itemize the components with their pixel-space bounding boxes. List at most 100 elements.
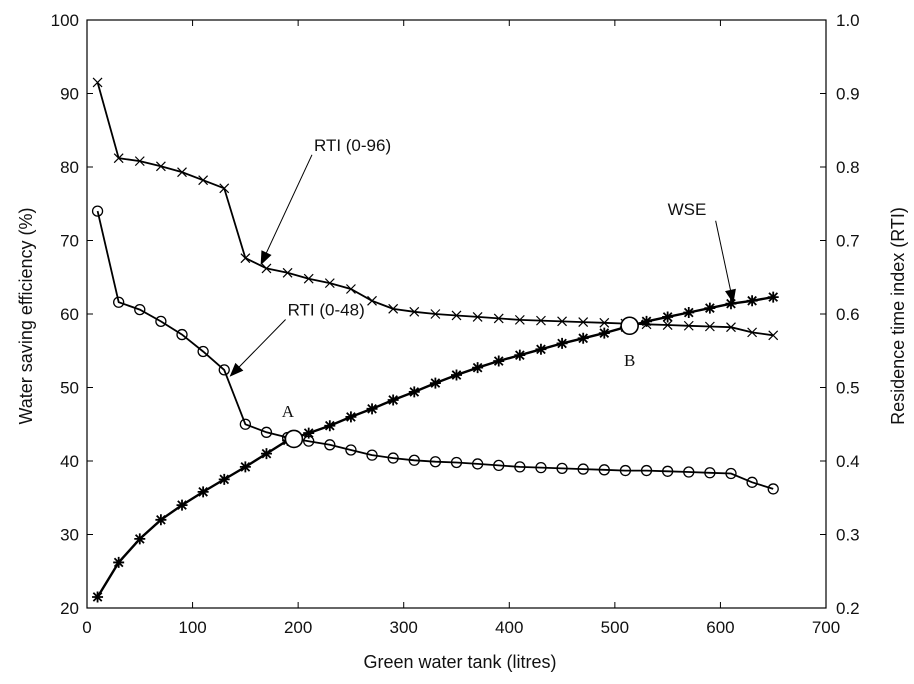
circle-marker (239, 418, 252, 430)
star-marker (704, 302, 716, 314)
star-marker (725, 298, 737, 310)
right-y-axis-label: Residence time index (RTI) (888, 207, 908, 425)
circle-marker (408, 454, 420, 466)
circle-marker (155, 315, 167, 328)
x-tick-label: 700 (812, 618, 840, 637)
x-tick-label: 300 (390, 618, 418, 637)
x-marker (303, 273, 314, 284)
right-y-tick-label: 0.5 (836, 379, 860, 398)
circle-marker (704, 467, 716, 479)
x-marker (155, 161, 166, 172)
intersection-point-b (620, 316, 639, 336)
star-marker (451, 369, 462, 381)
x-marker (134, 156, 145, 167)
star-marker (155, 514, 167, 526)
x-marker (493, 313, 504, 324)
plot-area: RTI (0-96) RTI (0-48) WSE A B (86, 19, 827, 609)
annotation-layer: RTI (0-96) RTI (0-48) WSE A B (229, 136, 736, 449)
x-marker (282, 267, 293, 278)
left-y-tick-label: 30 (60, 526, 79, 545)
series-wse (92, 291, 779, 603)
star-marker (387, 394, 399, 406)
star-marker (767, 291, 779, 303)
left-y-tick-label: 50 (60, 379, 79, 398)
x-marker (367, 295, 377, 306)
arrow-head (260, 250, 272, 266)
circle-marker (514, 461, 526, 473)
x-tick-label: 500 (601, 618, 629, 637)
left-y-tick-label: 80 (60, 158, 79, 177)
star-marker (366, 403, 378, 415)
star-marker (408, 386, 420, 398)
circle-marker (134, 303, 146, 316)
left-y-tick-label: 70 (60, 232, 79, 251)
star-marker (113, 556, 125, 568)
circle-marker (91, 205, 104, 217)
annotation-label: RTI (0-48) (288, 300, 365, 319)
x-tick-label: 100 (178, 618, 206, 637)
right-y-tick-label: 0.3 (836, 526, 860, 545)
left-y-tick-label: 40 (60, 452, 79, 471)
x-marker (704, 321, 715, 332)
circle-marker (218, 364, 230, 376)
right-y-tick-label: 0.9 (836, 85, 860, 104)
point-label: B (624, 351, 635, 370)
circle-marker (429, 456, 442, 468)
circle-marker (577, 463, 589, 475)
circle-marker (767, 483, 779, 495)
right-y-tick-label: 0.7 (836, 232, 860, 251)
x-marker (451, 310, 462, 321)
star-marker (303, 427, 315, 439)
x-marker (388, 303, 399, 314)
x-marker (219, 183, 230, 194)
star-marker (556, 337, 568, 349)
circle-marker (260, 426, 273, 438)
x-marker (747, 327, 758, 338)
x-marker (768, 330, 779, 341)
right-y-tick-label: 0.8 (836, 158, 860, 177)
x-marker (683, 320, 694, 331)
arrow-head (229, 362, 244, 377)
circle-marker (324, 439, 336, 451)
circle-marker (661, 465, 674, 477)
x-marker (472, 312, 483, 322)
right-y-tick-label: 1.0 (836, 11, 860, 30)
left-y-tick-label: 100 (51, 11, 79, 30)
star-marker (197, 486, 209, 498)
x-tick-label: 600 (706, 618, 734, 637)
x-axis-ticks: 0 100 200 300 400 500 600 700 (82, 20, 840, 637)
annotation-label: RTI (0-96) (314, 136, 391, 155)
left-y-tick-label: 90 (60, 85, 79, 104)
annotation-arrow (260, 154, 313, 265)
x-marker (261, 263, 272, 274)
circle-marker (113, 296, 125, 308)
circle-marker (345, 444, 357, 456)
series-layer (91, 77, 779, 603)
circle-marker (387, 452, 399, 464)
circle-marker (366, 449, 378, 461)
series-rti-0-96- (92, 77, 779, 341)
circle-marker (197, 345, 209, 358)
x-marker (92, 77, 103, 88)
circle-marker (176, 328, 188, 341)
circle-marker (556, 462, 568, 475)
circle-marker (640, 464, 653, 477)
x-tick-label: 0 (82, 618, 91, 637)
point-label: A (282, 402, 295, 421)
x-marker (726, 322, 736, 333)
x-marker (198, 175, 209, 186)
intersection-point-a (284, 429, 304, 449)
annotation-arrow (715, 220, 734, 303)
star-marker (345, 411, 357, 423)
circle-marker (683, 466, 695, 478)
right-y-tick-label: 0.2 (836, 599, 860, 618)
circle-marker (493, 459, 505, 472)
right-y-tick-label: 0.4 (836, 452, 860, 471)
series-line (96, 295, 774, 598)
star-marker (134, 533, 146, 545)
x-axis-label: Green water tank (litres) (363, 652, 556, 672)
x-marker (514, 314, 525, 325)
star-marker (218, 473, 230, 485)
circle-marker (725, 467, 737, 480)
